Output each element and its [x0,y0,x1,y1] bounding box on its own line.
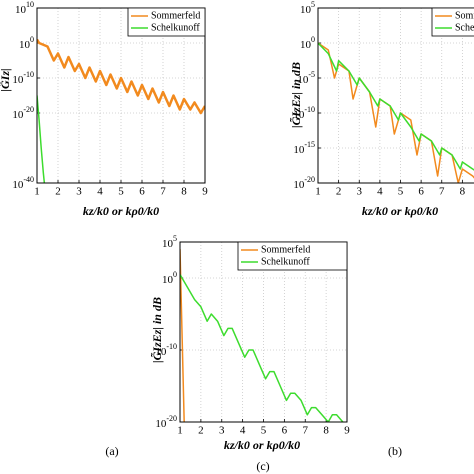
y-tick-label: 10-10 [155,342,177,358]
y-tick-label: 100 [300,35,315,51]
x-tick-label: 3 [357,186,363,198]
x-tick-label: 3 [76,186,82,198]
x-tick-label: 4 [240,425,246,437]
x-tick-label: 5 [261,425,267,437]
caption: (a) [105,444,118,458]
legend-label: Sommerfeld [261,244,310,255]
series-line [180,274,344,422]
x-tick-label: 7 [439,186,445,198]
series-group [318,42,474,183]
y-tick-label: 10-20 [155,414,177,430]
legend-label: Schelkunoff [455,22,474,33]
x-tick-label: 5 [118,186,124,198]
series-group [37,38,205,183]
x-axis-label: kz/k0 or kρ0/k0 [362,204,438,218]
y-tick-label: 10-40 [12,175,34,191]
y-tick-label: 1010 [15,0,34,16]
legend-label: Sommerfeld [151,10,200,21]
y-tick-label: 105 [300,0,315,16]
y-axis-label: |G̃IzEz| in dB [149,297,163,363]
legend-label: Schelkunoff [261,256,310,267]
plot-area [318,8,474,183]
y-tick-label: 100 [19,35,34,51]
series-line [37,38,205,115]
x-tick-label: 2 [336,186,342,198]
x-tick-label: 4 [377,186,383,198]
y-tick-label: 10-20 [293,175,315,191]
x-tick-label: 6 [418,186,424,198]
x-tick-label: 2 [55,186,61,198]
series-line [318,42,474,171]
caption: (c) [256,459,269,473]
x-tick-label: 7 [160,186,166,198]
x-axis-label: kz/k0 or kρ0/k0 [224,438,300,452]
x-tick-label: 5 [398,186,404,198]
y-tick-label: 10-20 [12,105,34,121]
caption: (b) [388,444,402,458]
x-tick-label: 9 [344,425,350,437]
legend-box [431,7,474,37]
x-tick-label: 1 [315,186,321,198]
x-tick-label: 8 [181,186,187,198]
y-axis-label: |G̃Iz| [0,68,12,91]
y-tick-label: 10-15 [293,140,315,156]
y-tick-label: 100 [162,270,177,286]
x-tick-label: 3 [219,425,225,437]
x-tick-label: 1 [34,186,40,198]
y-tick-label: 10-10 [12,70,34,86]
legend-label: Schelkunoff [151,22,200,33]
legend-box [237,241,348,271]
plot-frame [36,7,206,184]
x-tick-label: 7 [303,425,309,437]
x-tick-label: 6 [282,425,288,437]
y-axis-label: |G̃IzEz| in dB [288,62,302,128]
x-tick-label: 4 [97,186,103,198]
y-tick-label: 105 [162,234,177,250]
x-tick-label: 8 [460,186,466,198]
series-line [180,249,185,422]
series-line [37,95,46,183]
x-tick-label: 6 [139,186,145,198]
y-tick-label: 10-10 [293,105,315,121]
x-tick-label: 1 [177,425,183,437]
x-tick-label: 2 [198,425,204,437]
x-tick-label: 8 [323,425,329,437]
plot-frame [317,7,474,184]
legend-box [127,7,206,37]
series-group [180,249,344,422]
x-tick-label: 9 [202,186,208,198]
y-tick-label: 10-5 [297,70,315,86]
legend-label: Sommerfeld [455,10,474,21]
x-axis-label: kz/k0 or kρ0/k0 [83,204,159,218]
